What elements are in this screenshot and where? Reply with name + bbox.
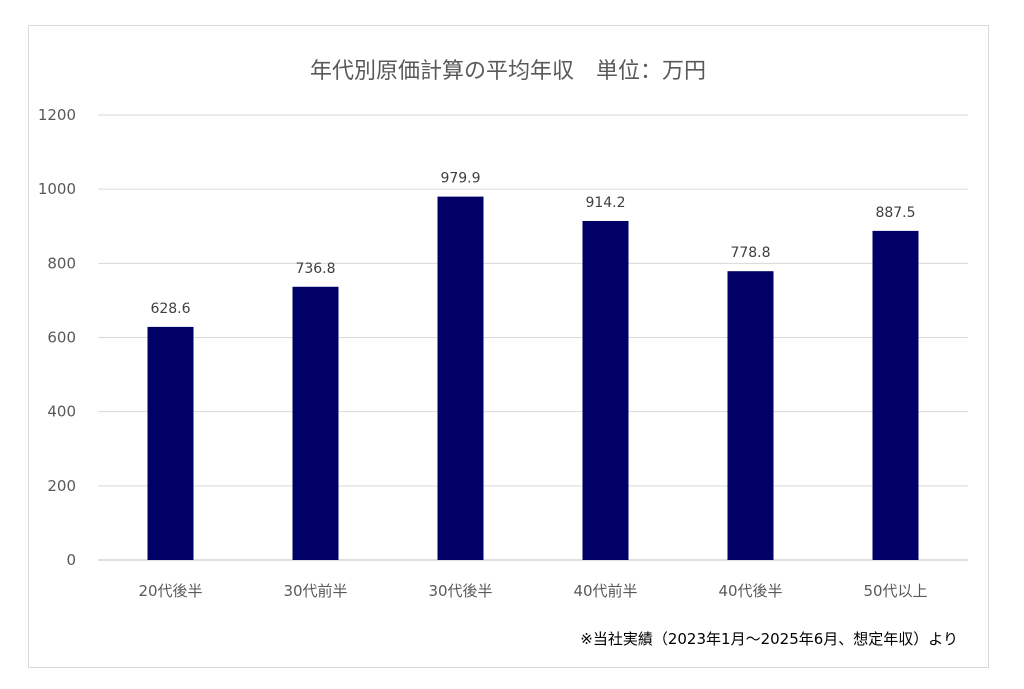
bar bbox=[437, 196, 484, 560]
data-label: 628.6 bbox=[150, 301, 190, 317]
data-label: 979.9 bbox=[440, 171, 480, 187]
y-tick-label: 400 bbox=[47, 403, 76, 421]
y-tick-label: 0 bbox=[66, 551, 76, 569]
x-tick-label: 30代後半 bbox=[428, 582, 492, 600]
y-tick-label: 600 bbox=[47, 329, 76, 347]
bar bbox=[147, 326, 194, 560]
bar bbox=[292, 286, 339, 560]
x-tick-label: 50代以上 bbox=[863, 582, 927, 600]
source-annotation: ※当社実績（2023年1月～2025年6月、想定年収）より bbox=[580, 630, 958, 648]
data-label: 887.5 bbox=[875, 205, 915, 221]
y-tick-label: 200 bbox=[47, 477, 76, 495]
y-tick-label: 800 bbox=[47, 254, 76, 272]
data-label: 914.2 bbox=[585, 195, 625, 211]
y-tick-label: 1000 bbox=[38, 180, 76, 198]
data-label: 778.8 bbox=[730, 245, 770, 261]
y-tick-label: 1200 bbox=[38, 106, 76, 124]
bar bbox=[727, 271, 774, 560]
x-tick-label: 40代前半 bbox=[573, 582, 637, 600]
x-tick-label: 30代前半 bbox=[283, 582, 347, 600]
x-tick-label: 40代後半 bbox=[718, 582, 782, 600]
bar bbox=[872, 230, 919, 560]
x-tick-label: 20代後半 bbox=[138, 582, 202, 600]
chart-title: 年代別原価計算の平均年収 単位：万円 bbox=[310, 59, 706, 84]
data-label: 736.8 bbox=[295, 261, 335, 277]
chart-frame bbox=[28, 25, 989, 668]
bar bbox=[582, 220, 629, 560]
